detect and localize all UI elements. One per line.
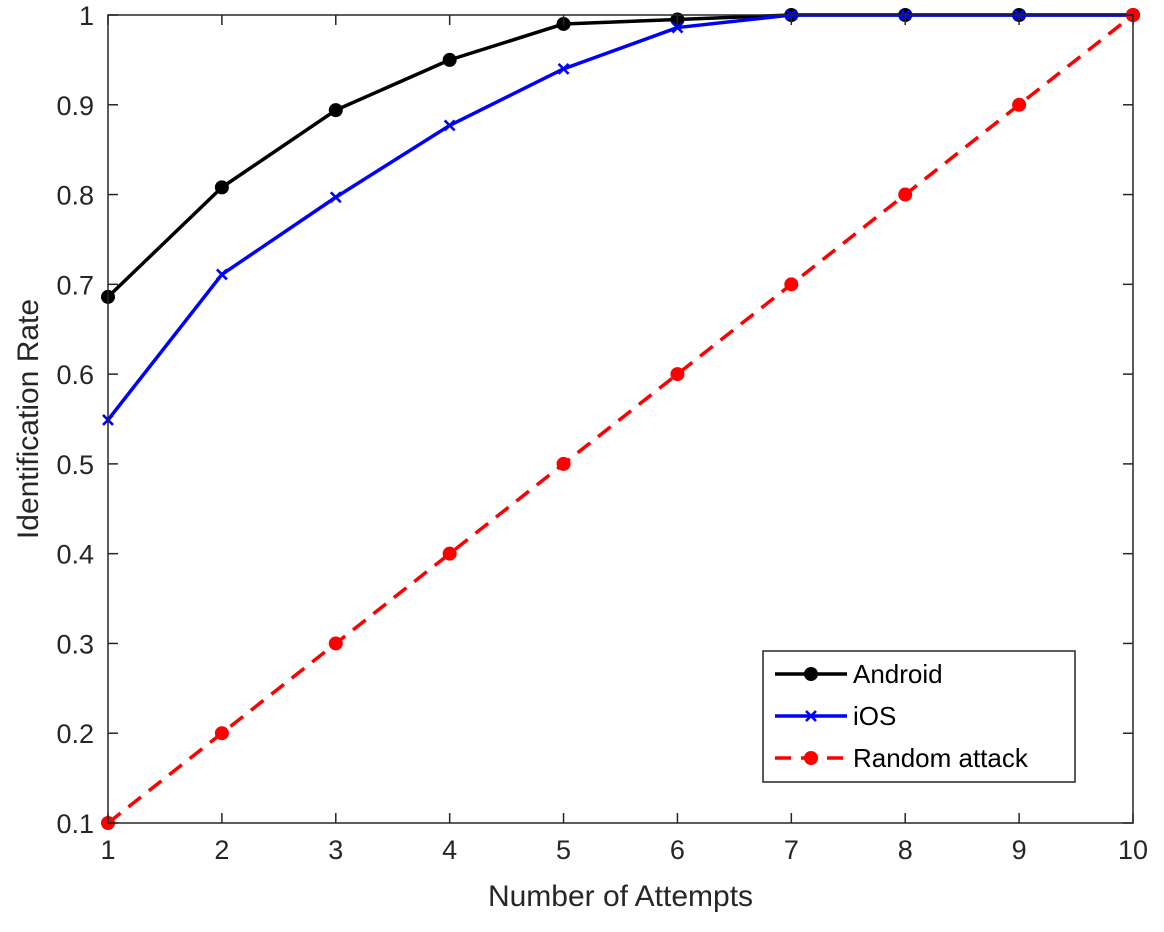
x-tick-label-4: 5	[556, 835, 571, 865]
x-tick-label-6: 7	[784, 835, 799, 865]
x-tick-label-5: 6	[670, 835, 685, 865]
axes-box	[107, 14, 1134, 824]
series-line-2	[106, 13, 1135, 825]
y-tick-label-9: 1	[79, 1, 94, 31]
data-point-2-6	[784, 277, 799, 292]
data-point-2-4	[556, 456, 571, 471]
data-point-2-7	[898, 187, 913, 202]
data-point-2-3	[442, 546, 457, 561]
legend-marker-2	[804, 751, 818, 765]
data-point-1-5	[671, 21, 684, 34]
data-point-1-2	[329, 191, 342, 204]
legend-item-0: Android	[775, 659, 943, 689]
y-tick-label-8: 0.9	[56, 91, 94, 121]
x-tick-label-2: 3	[328, 835, 343, 865]
ticks-layer: 1 2 3 4 5 6 7 8 9 10 0.1 0.2 0.3 0.4 0.5 0.6 0.7 0.8 0.9 1	[56, 1, 1148, 865]
data-point-2-1	[214, 726, 229, 741]
data-point-1-3	[443, 119, 456, 132]
data-point-0-1	[214, 180, 229, 195]
y-tick-label-7: 0.8	[56, 181, 94, 211]
legend-label-0: Android	[853, 659, 943, 689]
y-tick-label-4: 0.5	[56, 450, 94, 480]
legend-item-1: iOS	[775, 701, 896, 731]
data-point-2-2	[328, 636, 343, 651]
legend-label-2: Random attack	[853, 743, 1029, 773]
y-tick-label-1: 0.2	[56, 719, 94, 749]
x-tick-label-1: 2	[214, 835, 229, 865]
legend-item-2: Random attack	[775, 743, 1029, 773]
y-tick-label-2: 0.3	[56, 629, 94, 659]
x-tick-label-7: 8	[898, 835, 913, 865]
axes-layer	[107, 14, 1134, 824]
y-axis-label: Identification Rate	[12, 299, 45, 539]
x-tick-label-0: 1	[100, 835, 115, 865]
data-point-2-8	[1012, 97, 1027, 112]
y-tick-label-0: 0.1	[56, 809, 94, 839]
data-point-1-1	[215, 268, 228, 281]
x-tick-label-9: 10	[1118, 835, 1148, 865]
legend: Android iOS Random attack	[762, 650, 1076, 783]
legend-marker-1	[805, 710, 817, 722]
y-tick-label-3: 0.4	[56, 540, 94, 570]
data-point-0-3	[442, 52, 457, 67]
x-tick-label-8: 9	[1012, 835, 1027, 865]
data-point-2-5	[670, 367, 685, 382]
legend-label-1: iOS	[853, 701, 896, 731]
y-tick-label-5: 0.6	[56, 360, 94, 390]
y-tick-label-6: 0.7	[56, 270, 94, 300]
data-point-1-4	[557, 62, 570, 75]
x-axis-label: Number of Attempts	[488, 880, 753, 913]
series-2	[101, 8, 1140, 830]
x-tick-label-3: 4	[442, 835, 457, 865]
data-point-0-2	[328, 103, 343, 118]
legend-marker-0	[804, 667, 818, 681]
